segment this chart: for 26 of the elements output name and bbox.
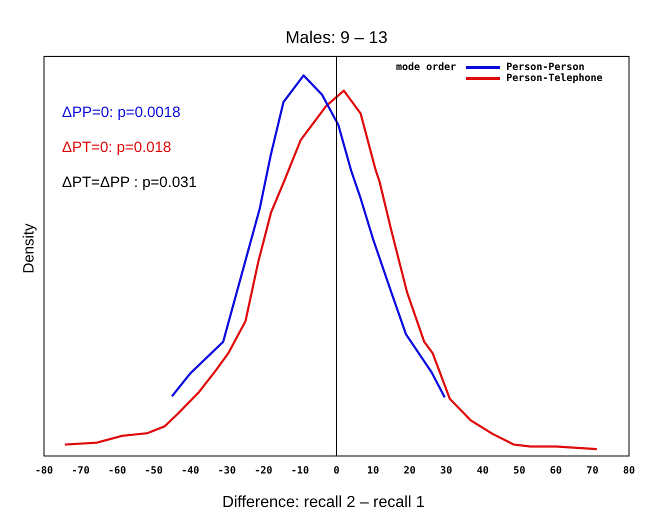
x-tick-label: 20	[404, 466, 416, 477]
x-tick-label: -70	[72, 466, 90, 477]
x-tick-label: 60	[550, 466, 562, 477]
x-tick-label: 70	[586, 466, 598, 477]
annotation: ΔPT=ΔPP : p=0.031	[62, 173, 197, 193]
annotation: ΔPP=0: p=0.0018	[62, 103, 182, 123]
x-tick-label: 30	[440, 466, 452, 477]
x-tick-label: 0	[333, 466, 340, 477]
legend-label: Person-Telephone	[505, 73, 603, 84]
x-tick-label: -20	[254, 466, 272, 477]
chart-title: Males: 9 – 13	[285, 28, 388, 47]
x-tick-label: -60	[108, 466, 126, 477]
x-tick-label: 80	[622, 466, 636, 477]
x-axis-title: Difference: recall 2 – recall 1	[221, 494, 426, 512]
x-tick-label: 10	[367, 466, 380, 477]
x-tick-label: 50	[513, 466, 526, 477]
x-tick-label: -50	[144, 466, 163, 477]
x-tick-label: -80	[34, 466, 54, 477]
annotation: ΔPT=0: p=0.018	[62, 138, 172, 158]
x-tick-label: -30	[218, 466, 236, 477]
legend-label: Person-Person	[505, 62, 586, 73]
legend-title: mode order	[396, 62, 456, 75]
x-tick-label: 40	[476, 466, 489, 477]
y-axis-title: Density	[20, 223, 38, 274]
x-tick-label: -10	[290, 466, 309, 477]
x-tick-label: -40	[181, 466, 200, 477]
